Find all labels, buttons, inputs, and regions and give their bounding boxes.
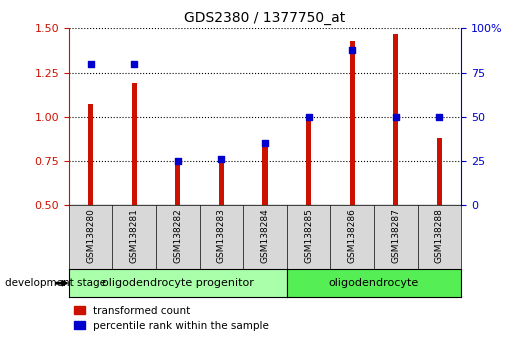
Bar: [131, 83, 137, 205]
Point: [348, 47, 356, 52]
Point: [261, 141, 269, 146]
Point: [217, 156, 226, 162]
Text: GSM138284: GSM138284: [261, 209, 269, 263]
Bar: [393, 34, 399, 205]
Point: [392, 114, 400, 120]
Text: GSM138280: GSM138280: [86, 209, 95, 263]
Bar: [262, 143, 268, 205]
Bar: [437, 138, 442, 205]
Text: GSM138287: GSM138287: [391, 209, 400, 263]
Text: GSM138283: GSM138283: [217, 209, 226, 263]
Text: GSM138281: GSM138281: [130, 209, 139, 263]
Point: [174, 158, 182, 164]
Text: development stage: development stage: [5, 278, 107, 288]
Text: GSM138286: GSM138286: [348, 209, 357, 263]
Bar: [88, 104, 93, 205]
Legend: transformed count, percentile rank within the sample: transformed count, percentile rank withi…: [74, 306, 269, 331]
Bar: [350, 41, 355, 205]
Text: GSM138285: GSM138285: [304, 209, 313, 263]
Point: [435, 114, 444, 120]
Point: [86, 61, 95, 67]
Bar: [219, 161, 224, 205]
Text: oligodendrocyte: oligodendrocyte: [329, 278, 419, 288]
Text: GSM138288: GSM138288: [435, 209, 444, 263]
Text: oligodendrocyte progenitor: oligodendrocyte progenitor: [102, 278, 254, 288]
Bar: [175, 161, 180, 205]
Text: GSM138282: GSM138282: [173, 209, 182, 263]
Bar: [306, 117, 311, 205]
Title: GDS2380 / 1377750_at: GDS2380 / 1377750_at: [184, 11, 346, 24]
Point: [130, 61, 138, 67]
Point: [304, 114, 313, 120]
